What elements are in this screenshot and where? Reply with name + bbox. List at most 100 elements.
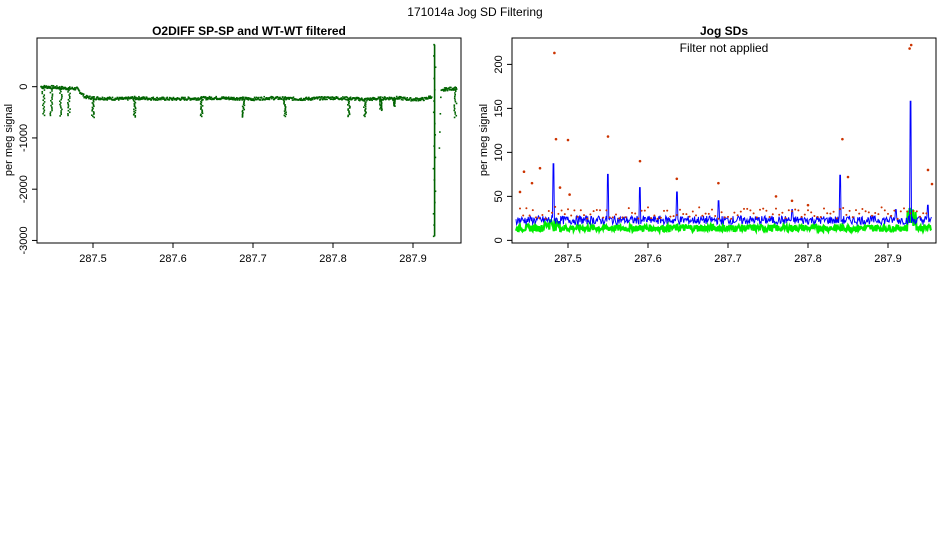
outlier-point — [538, 216, 541, 219]
outlier-point — [752, 212, 755, 215]
left-data-point — [214, 97, 217, 99]
left-spike-point — [380, 105, 383, 107]
outlier-point — [627, 207, 630, 210]
right-x-tick-label: 287.7 — [714, 253, 742, 265]
left-data-point — [372, 96, 374, 99]
outlier-point — [823, 207, 825, 210]
left-data-point — [95, 98, 97, 101]
left-data-point — [308, 96, 310, 99]
left-x-tick-label: 287.6 — [159, 253, 187, 265]
left-data-point — [446, 89, 449, 92]
left-data-point — [309, 97, 312, 100]
outlier-point — [845, 213, 848, 216]
left-data-point — [239, 98, 242, 100]
left-data-point — [129, 97, 131, 100]
left-spike-point — [68, 100, 71, 103]
outlier-point — [736, 214, 739, 217]
left-data-point — [408, 98, 411, 100]
outlier-point — [890, 214, 893, 217]
left-data-point — [321, 96, 323, 98]
left-data-point — [61, 87, 63, 90]
left-data-point — [421, 97, 424, 99]
left-spike-point — [91, 97, 93, 100]
left-data-point — [141, 96, 144, 99]
left-spike-point — [364, 107, 367, 110]
left-data-point — [134, 96, 136, 99]
outlier-point — [877, 213, 880, 216]
left-data-point — [222, 97, 224, 99]
outlier-point — [803, 213, 806, 216]
left-spike-point — [60, 110, 62, 112]
left-data-point — [374, 97, 376, 100]
left-data-point — [107, 96, 110, 99]
left-spike-point — [133, 104, 136, 106]
left-data-point — [267, 98, 270, 101]
left-data-point — [116, 96, 119, 99]
left-data-point — [93, 96, 96, 98]
left-spike-point — [93, 113, 95, 115]
left-spike-point — [347, 115, 349, 118]
left-spike-point — [51, 108, 53, 110]
left-spike-point — [365, 101, 367, 103]
left-data-point — [450, 86, 452, 89]
left-data-point — [74, 88, 77, 91]
left-spike-point — [347, 108, 350, 110]
outlier-point — [576, 215, 579, 218]
left-data-point — [430, 97, 433, 99]
left-data-point — [418, 99, 421, 101]
left-data-point — [360, 97, 363, 99]
left-spike-point — [60, 102, 62, 104]
left-spike-point — [199, 114, 202, 117]
left-data-point — [145, 97, 147, 100]
blue-sd-series — [515, 100, 932, 227]
outlier-point — [846, 175, 850, 179]
left-spike-point — [50, 99, 52, 102]
left-data-point — [236, 96, 238, 99]
left-data-point — [71, 86, 73, 89]
left-data-point — [449, 86, 451, 89]
outlier-point — [563, 213, 566, 216]
left-data-point — [326, 98, 328, 101]
left-data-point — [231, 98, 233, 101]
left-data-point — [92, 96, 95, 98]
left-data-point — [80, 92, 82, 94]
right-x-tick-label: 287.8 — [794, 253, 822, 265]
left-spike-point — [200, 100, 202, 103]
outlier-point — [765, 209, 768, 212]
left-data-point — [428, 96, 431, 98]
left-spike-point — [454, 111, 456, 113]
left-data-point — [232, 98, 234, 101]
outlier-point — [893, 209, 896, 212]
left-x-tick-label: 287.5 — [79, 253, 107, 265]
outlier-point — [906, 210, 909, 213]
left-data-point — [136, 98, 138, 100]
left-spike-point — [242, 107, 245, 110]
outlier-point — [615, 213, 617, 216]
left-spike-point — [364, 112, 367, 115]
left-data-point — [231, 96, 234, 99]
left-spike-point — [134, 116, 137, 118]
left-data-point — [285, 98, 288, 100]
outlier-point — [887, 212, 889, 215]
left-data-point — [183, 99, 186, 101]
left-data-point — [166, 96, 169, 99]
left-data-point — [171, 99, 174, 101]
left-spike-point — [349, 106, 351, 108]
left-data-point — [419, 99, 422, 102]
left-data-point — [165, 97, 168, 100]
left-data-point — [51, 84, 53, 87]
outlier-point — [618, 217, 621, 220]
left-y-axis-label: per meg signal — [3, 104, 15, 176]
left-data-point — [187, 98, 189, 100]
outlier-point — [787, 209, 790, 212]
left-spike-point — [51, 93, 54, 96]
left-data-point — [228, 98, 230, 101]
left-x-tick-label: 287.9 — [399, 253, 427, 265]
left-data-point — [227, 96, 230, 98]
left-spike-point — [51, 98, 53, 100]
left-spike-point — [454, 86, 457, 89]
left-spike-point — [347, 109, 349, 111]
left-spike-point — [134, 109, 137, 112]
left-data-point — [205, 98, 207, 101]
outlier-point — [723, 216, 726, 219]
